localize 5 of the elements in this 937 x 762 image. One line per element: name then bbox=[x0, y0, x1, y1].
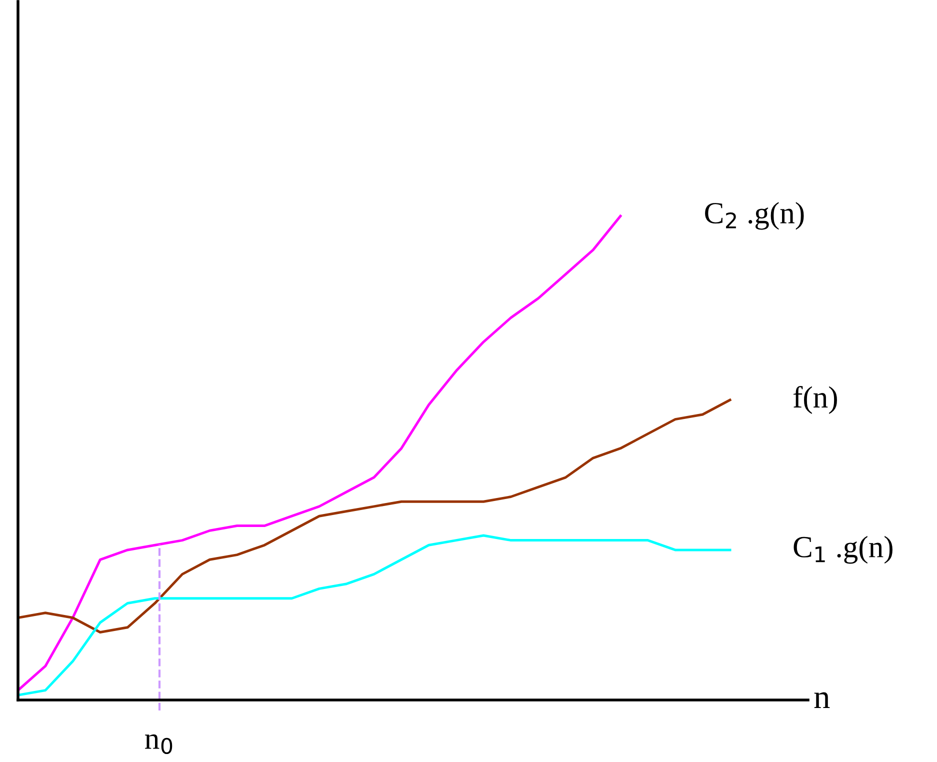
text: f(n) bbox=[793, 386, 837, 414]
text: C$_{1}$ .g(n) bbox=[794, 536, 892, 564]
text: C$_{2}$ .g(n) bbox=[705, 202, 804, 230]
text: n$_{0}$ bbox=[145, 734, 172, 754]
x-axis-title: n bbox=[814, 692, 830, 708]
